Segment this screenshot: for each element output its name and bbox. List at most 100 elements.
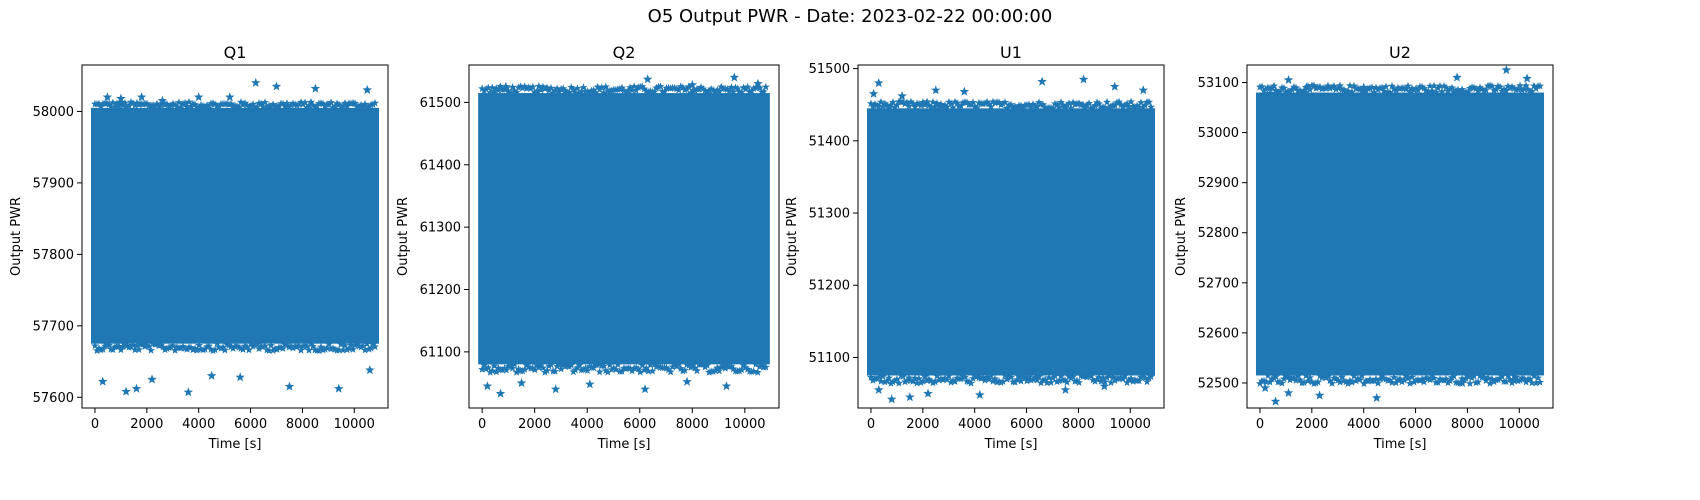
data-point <box>111 342 119 351</box>
axes-frame <box>857 64 1165 409</box>
data-point <box>1105 371 1113 380</box>
data-point <box>561 87 570 95</box>
data-point <box>909 99 917 107</box>
data-point <box>159 342 167 351</box>
data-point <box>899 97 907 106</box>
data-point <box>500 364 509 372</box>
data-point <box>550 384 561 394</box>
data-point <box>1125 102 1133 110</box>
data-point <box>705 368 714 376</box>
data-point <box>362 85 372 95</box>
x-tick-label: 10000 <box>1110 417 1151 432</box>
data-point <box>638 82 647 90</box>
data-point <box>959 372 967 380</box>
data-point <box>1302 88 1310 96</box>
data-point <box>1472 84 1480 93</box>
data-point <box>1283 75 1294 85</box>
data-point <box>133 98 141 107</box>
data-point <box>1448 83 1456 92</box>
data-point <box>713 363 722 372</box>
data-point <box>581 364 590 372</box>
data-point <box>151 340 159 348</box>
data-point <box>664 365 673 374</box>
data-point <box>1258 82 1266 90</box>
scatter-points <box>478 72 770 398</box>
data-point <box>1534 373 1542 382</box>
data-point <box>616 85 624 93</box>
data-point <box>185 97 193 106</box>
data-point <box>905 373 913 382</box>
data-point <box>1270 81 1278 90</box>
data-point <box>899 372 907 380</box>
data-point <box>1107 102 1115 110</box>
data-point <box>646 360 655 369</box>
data-point <box>1063 100 1071 109</box>
data-point <box>1390 373 1398 381</box>
y-tick-label: 61500 <box>420 96 461 111</box>
data-point <box>925 375 933 383</box>
data-point <box>1025 100 1033 109</box>
data-point <box>177 344 185 352</box>
data-point <box>257 99 265 108</box>
data-point <box>1061 376 1069 384</box>
data-point <box>607 86 616 94</box>
data-point <box>567 361 576 369</box>
data-point <box>369 100 377 108</box>
data-point <box>333 99 341 107</box>
x-tick-label: 6000 <box>1399 417 1432 432</box>
data-point <box>1139 103 1147 111</box>
data-point <box>297 98 305 106</box>
data-point <box>983 373 991 381</box>
data-point <box>541 84 549 93</box>
y-tick-label: 61200 <box>420 283 461 298</box>
x-tick-label: 4000 <box>1347 417 1380 432</box>
data-point <box>129 341 137 349</box>
data-point <box>1474 377 1482 386</box>
data-point <box>931 85 941 95</box>
data-point <box>1490 377 1498 386</box>
data-point <box>589 86 598 94</box>
data-point <box>723 360 732 368</box>
data-point <box>211 345 219 354</box>
data-point <box>697 83 705 91</box>
data-point <box>567 83 576 91</box>
data-point <box>751 360 760 368</box>
data-point <box>217 344 225 352</box>
data-point <box>1049 104 1057 112</box>
data-point <box>1514 85 1522 93</box>
data-point <box>191 100 199 108</box>
data-point <box>1001 371 1009 379</box>
data-point <box>640 384 650 394</box>
data-point <box>1364 377 1372 385</box>
data-point <box>1302 371 1310 380</box>
data-point <box>115 342 123 350</box>
data-point <box>662 364 671 372</box>
data-point <box>983 97 991 106</box>
data-point <box>492 367 501 376</box>
data-point <box>496 82 505 90</box>
data-point <box>1340 85 1348 94</box>
data-point <box>881 99 889 108</box>
data-point <box>941 374 949 382</box>
data-point <box>1504 82 1512 90</box>
data-point <box>1060 384 1071 394</box>
data-point <box>1494 375 1502 384</box>
data-point <box>1432 88 1440 96</box>
data-point <box>478 84 487 93</box>
data-point <box>1509 375 1519 385</box>
data-point <box>355 341 363 350</box>
y-axis-label: Output PWR <box>1174 197 1189 276</box>
data-point <box>131 383 142 393</box>
data-point <box>1510 84 1518 92</box>
data-point <box>585 379 595 389</box>
data-point <box>193 92 204 102</box>
data-point <box>561 362 570 370</box>
data-point <box>105 100 113 108</box>
data-point <box>116 93 126 103</box>
subplot-title: Q2 <box>613 43 636 62</box>
data-point <box>1312 378 1320 387</box>
data-point <box>239 345 247 353</box>
data-point <box>553 362 562 370</box>
data-point <box>1386 88 1394 96</box>
data-point <box>917 378 925 387</box>
